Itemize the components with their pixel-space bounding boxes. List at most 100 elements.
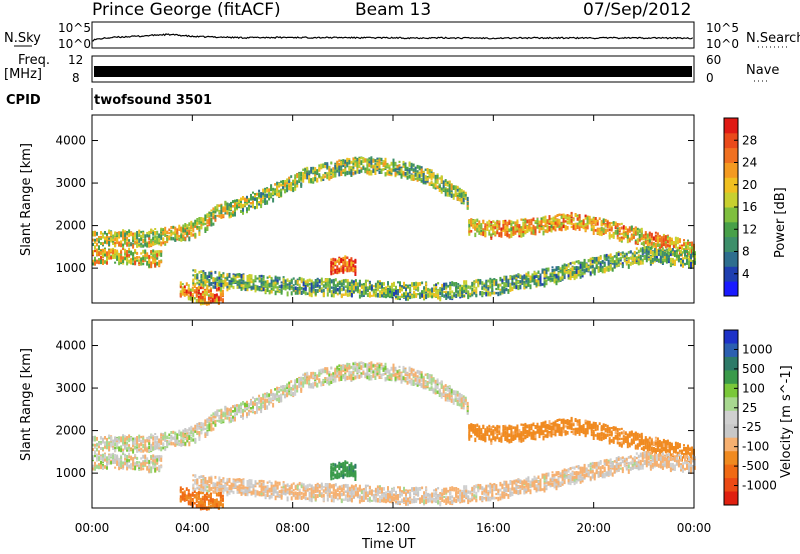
rti-cell (214, 419, 217, 425)
rti-cell (348, 168, 351, 172)
rti-cell (312, 288, 315, 292)
rti-cell (154, 250, 157, 255)
rti-cell (156, 250, 159, 254)
rti-cell (671, 259, 674, 264)
rti-cell (614, 225, 617, 229)
rti-cell (162, 442, 165, 447)
rti-cell (112, 447, 115, 450)
rti-cell (539, 273, 542, 278)
y-tick-label: 4000 (55, 134, 86, 148)
rti-cell (370, 160, 373, 165)
rti-cell (558, 223, 561, 229)
rti-cell (192, 274, 195, 277)
rti-cell (517, 273, 520, 276)
rti-cell (200, 431, 203, 435)
rti-cell (503, 289, 506, 294)
rti-cell (96, 447, 98, 452)
rti-cell (203, 291, 206, 295)
rti-cell (234, 407, 236, 412)
rti-cell (650, 238, 653, 241)
rti-cell (352, 171, 355, 176)
rti-cell (481, 281, 484, 286)
rti-cell (300, 183, 303, 188)
rti-cell (134, 260, 137, 266)
rti-cell (284, 279, 287, 285)
rti-cell (312, 166, 315, 172)
rti-cell (601, 265, 604, 269)
rti-cell (312, 289, 315, 294)
rti-cell (360, 285, 363, 290)
rti-cell (358, 282, 361, 287)
rti-cell (260, 288, 263, 292)
rti-cell (573, 266, 576, 271)
rti-cell (654, 243, 657, 247)
rti-cell (541, 283, 544, 286)
rti-cell (138, 259, 141, 263)
rti-cell (124, 257, 127, 260)
rti-cell (248, 405, 250, 408)
rti-cell (102, 233, 104, 238)
rti-cell (642, 234, 645, 239)
date-title: 07/Sep/2012 (583, 0, 691, 20)
rti-cell (439, 291, 442, 296)
rti-cell (110, 235, 113, 238)
y-tick-label: 3000 (55, 176, 86, 190)
rti-cell (395, 285, 397, 290)
rti-cell (230, 201, 232, 205)
rti-cell (513, 282, 516, 286)
rti-cell (104, 236, 106, 239)
rti-cell (212, 210, 215, 215)
rti-cell (172, 442, 175, 446)
rti-cell (543, 275, 546, 279)
rti-cell (346, 284, 349, 288)
rti-cell (208, 279, 211, 282)
rti-cell (593, 259, 596, 263)
rti-cell (549, 277, 552, 281)
rti-cell (246, 195, 248, 201)
rti-cell (483, 282, 486, 285)
rti-cell (160, 231, 163, 234)
rti-cell (604, 218, 607, 222)
rti-cell (254, 275, 257, 281)
rti-cell (568, 219, 571, 224)
rti-cell (656, 232, 659, 236)
rti-cell (641, 258, 644, 262)
rti-cell (366, 158, 369, 162)
rti-cell (110, 256, 113, 260)
rti-cell (250, 274, 253, 279)
rti-cell (226, 410, 229, 416)
rti-cell (532, 229, 535, 235)
rti-cell (122, 438, 125, 442)
rti-cell (278, 189, 281, 193)
rti-cell (224, 281, 227, 286)
rti-cell (344, 261, 347, 266)
rti-cell (613, 260, 616, 263)
rti-cell (114, 449, 117, 453)
rti-cell (176, 231, 179, 237)
rti-cell (677, 254, 680, 259)
rti-cell (106, 251, 108, 257)
rti-cell (391, 288, 393, 292)
rti-cell (214, 415, 217, 419)
rti-cell (168, 232, 171, 235)
rti-cell (164, 231, 167, 235)
rti-cell (236, 273, 239, 276)
rti-cell (402, 160, 405, 164)
rti-cell (218, 214, 221, 218)
rti-cell (168, 237, 171, 241)
rti-cell (601, 268, 604, 273)
rti-cell (383, 295, 385, 298)
rti-cell (654, 234, 657, 237)
rti-cell (524, 223, 527, 226)
rti-cell (218, 417, 221, 420)
nsky-label: N.Sky (4, 31, 41, 46)
rti-cell (529, 284, 532, 290)
rti-cell (694, 261, 696, 265)
rti-cell (398, 166, 401, 171)
rti-cell (519, 282, 522, 285)
rti-cell (667, 258, 670, 262)
rti-cell (592, 228, 595, 232)
rti-cell (394, 167, 397, 171)
rti-cell (340, 293, 343, 299)
rti-cell (474, 232, 477, 238)
